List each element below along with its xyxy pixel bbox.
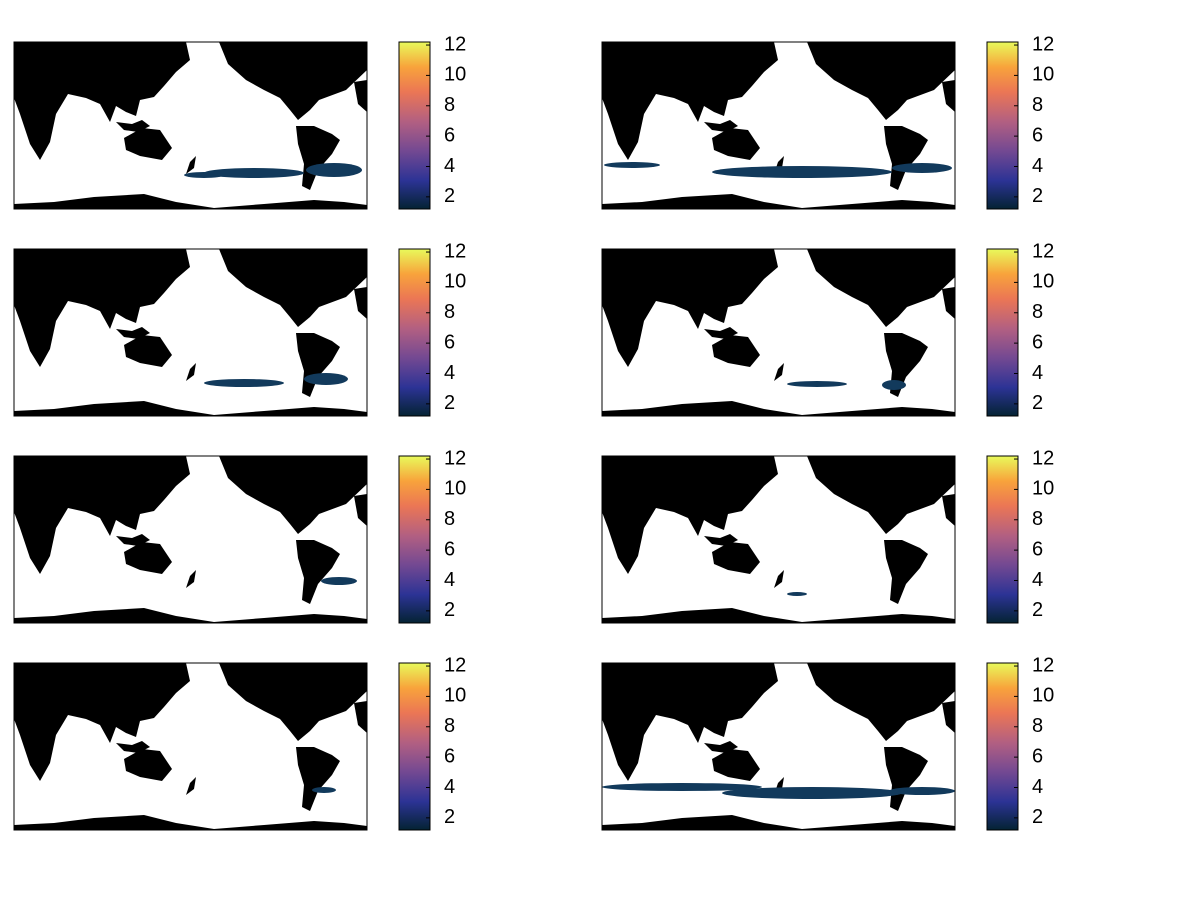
- colorbar-tick-label: 4: [1032, 776, 1043, 798]
- colorbar-tick-label: 6: [1032, 124, 1043, 146]
- colorbar-tick-label: 6: [1032, 538, 1043, 560]
- map-panel: [601, 248, 956, 417]
- colorbar-tick-label: 4: [444, 362, 455, 384]
- colorbar-tick-label: 12: [1032, 654, 1054, 676]
- masked-region: [604, 162, 660, 168]
- map-panel: [13, 248, 368, 417]
- colorbar: [986, 455, 1019, 624]
- colorbar-tick-label: 2: [1032, 806, 1043, 828]
- colorbar-tick-label: 2: [444, 599, 455, 621]
- colorbar-tick-label: 8: [444, 715, 455, 737]
- colorbar: [986, 248, 1019, 417]
- map-frame: [601, 248, 956, 417]
- colorbar-tick-label: 6: [444, 331, 455, 353]
- colorbar-tick-label: 6: [444, 124, 455, 146]
- masked-region: [787, 592, 807, 596]
- colorbar-tick-label: 8: [1032, 94, 1043, 116]
- colorbar-tick-label: 10: [1032, 271, 1054, 293]
- masked-region: [321, 577, 357, 585]
- colorbar-tick-label: 12: [444, 240, 466, 262]
- colorbar-tick-label: 10: [444, 271, 466, 293]
- colorbar-tick-label: 2: [1032, 392, 1043, 414]
- colorbar-tick-label: 2: [1032, 599, 1043, 621]
- map-frame: [601, 455, 956, 624]
- masked-region: [602, 783, 762, 791]
- map-frame: [601, 662, 956, 831]
- colorbar-tick-label: 4: [444, 569, 455, 591]
- colorbar-tick-label: 12: [1032, 240, 1054, 262]
- masked-region: [306, 163, 362, 177]
- masked-region: [204, 168, 304, 178]
- masked-region: [882, 380, 906, 390]
- colorbar-tick-label: 12: [444, 33, 466, 55]
- colorbar-tick-label: 2: [444, 185, 455, 207]
- colorbar-tick-label: 4: [444, 776, 455, 798]
- colorbar-tick-label: 12: [444, 654, 466, 676]
- colorbar-tick-label: 8: [1032, 508, 1043, 530]
- colorbar-tick-label: 2: [444, 392, 455, 414]
- map-frame: [13, 41, 368, 210]
- colorbar-tick-label: 6: [1032, 745, 1043, 767]
- masked-region: [892, 163, 952, 173]
- map-panel: [13, 455, 368, 624]
- colorbar-tick-label: 10: [444, 685, 466, 707]
- colorbar-tick-label: 4: [444, 155, 455, 177]
- colorbar-tick-label: 4: [1032, 569, 1043, 591]
- masked-region: [787, 381, 847, 387]
- map-panel: [13, 41, 368, 210]
- colorbar-tick-label: 10: [1032, 685, 1054, 707]
- colorbar: [986, 662, 1019, 831]
- colorbar-tick-label: 8: [1032, 301, 1043, 323]
- colorbar: [398, 662, 431, 831]
- colorbar-tick-label: 12: [1032, 33, 1054, 55]
- map-panel: [601, 455, 956, 624]
- colorbar-tick-label: 8: [444, 301, 455, 323]
- colorbar-tick-label: 2: [1032, 185, 1043, 207]
- colorbar-tick-label: 6: [444, 745, 455, 767]
- colorbar-tick-label: 8: [444, 508, 455, 530]
- map-panel: [13, 662, 368, 831]
- masked-region: [304, 373, 348, 385]
- colorbar-tick-label: 6: [1032, 331, 1043, 353]
- masked-region: [312, 787, 336, 793]
- colorbar-tick-label: 8: [444, 94, 455, 116]
- colorbar-tick-label: 4: [1032, 155, 1043, 177]
- map-frame: [13, 455, 368, 624]
- colorbar-tick-label: 10: [1032, 478, 1054, 500]
- map-frame: [13, 248, 368, 417]
- colorbar-tick-label: 10: [1032, 64, 1054, 86]
- colorbar: [398, 248, 431, 417]
- colorbar-tick-label: 12: [1032, 447, 1054, 469]
- colorbar: [398, 41, 431, 210]
- colorbar-tick-label: 4: [1032, 362, 1043, 384]
- map-panel: [601, 662, 956, 831]
- masked-region: [204, 379, 284, 387]
- masked-region: [184, 172, 224, 178]
- colorbar-tick-label: 2: [444, 806, 455, 828]
- masked-region: [712, 166, 892, 178]
- map-frame: [13, 662, 368, 831]
- masked-region: [722, 787, 902, 799]
- masked-region: [889, 787, 955, 795]
- map-frame: [601, 41, 956, 210]
- colorbar-tick-label: 6: [444, 538, 455, 560]
- colorbar: [398, 455, 431, 624]
- colorbar: [986, 41, 1019, 210]
- map-panel: [601, 41, 956, 210]
- colorbar-tick-label: 10: [444, 478, 466, 500]
- colorbar-tick-label: 12: [444, 447, 466, 469]
- colorbar-tick-label: 8: [1032, 715, 1043, 737]
- colorbar-tick-label: 10: [444, 64, 466, 86]
